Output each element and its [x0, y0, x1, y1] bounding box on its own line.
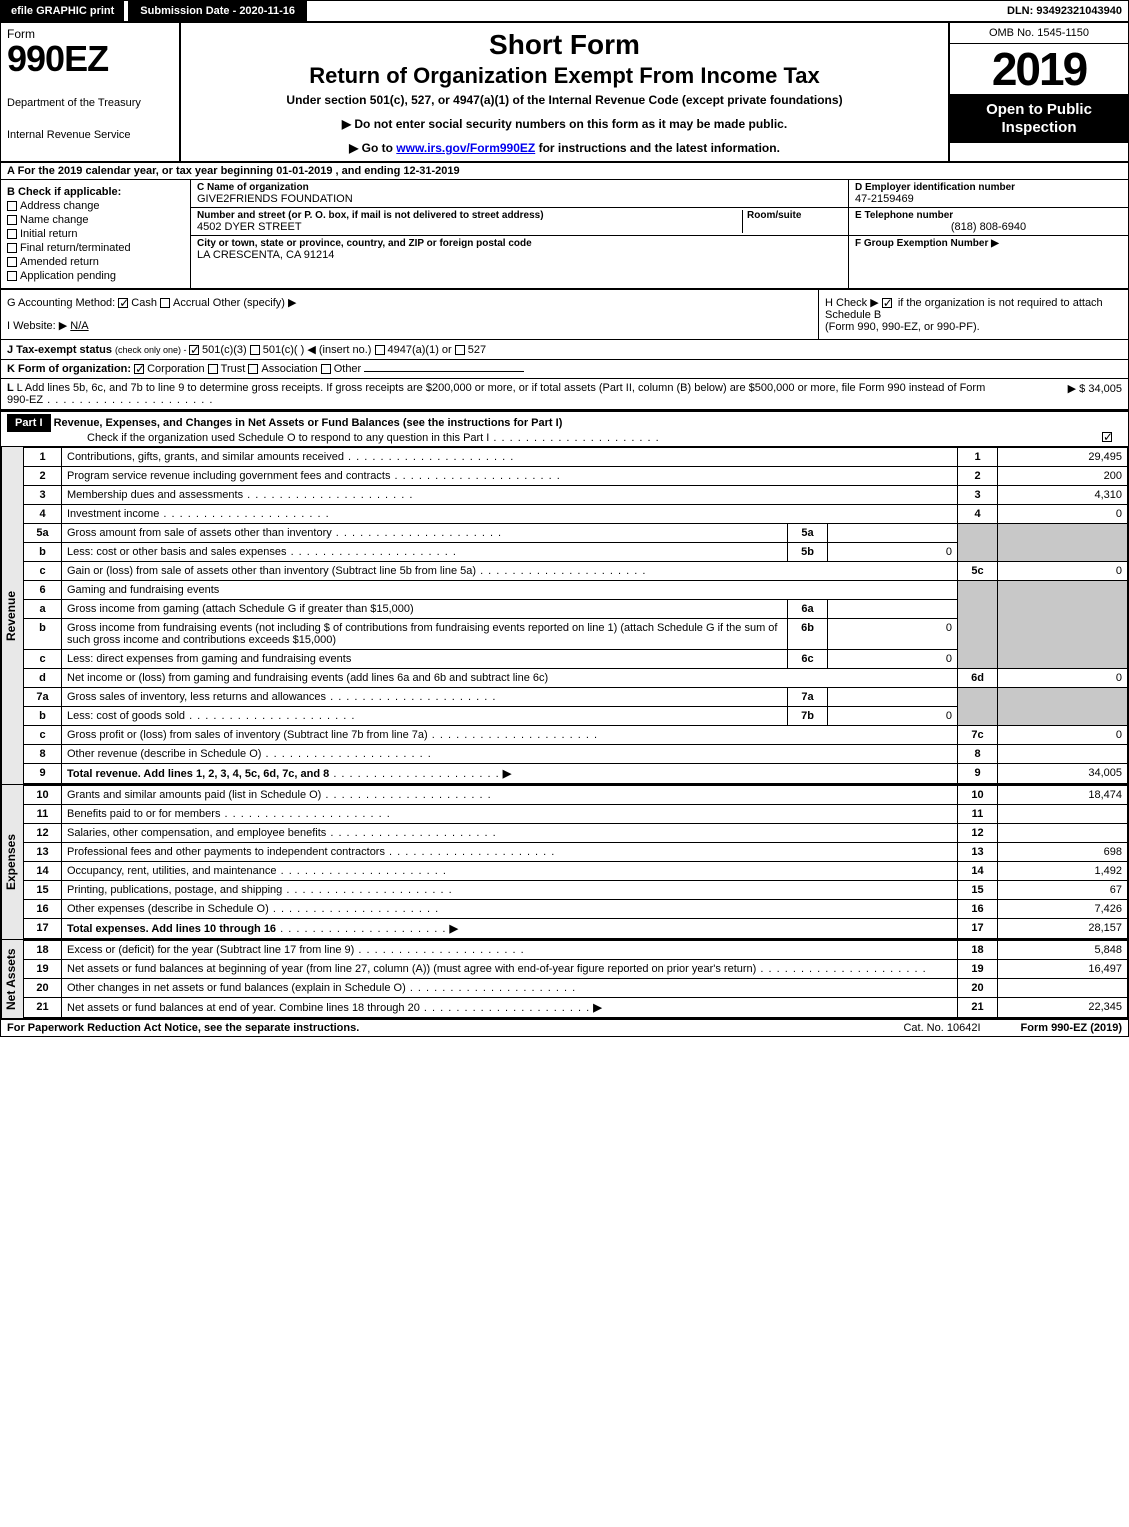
line-20: 20Other changes in net assets or fund ba… — [24, 979, 1128, 998]
checkbox-corp[interactable] — [134, 364, 144, 374]
ein: 47-2159469 — [855, 193, 1122, 205]
checkbox-527[interactable] — [455, 345, 465, 355]
l-row: L L Add lines 5b, 6c, and 7b to line 9 t… — [1, 379, 1128, 410]
line-9: 9Total revenue. Add lines 1, 2, 3, 4, 5c… — [24, 764, 1128, 784]
line-4: 4Investment income40 — [24, 505, 1128, 524]
checkbox-501c[interactable] — [250, 345, 260, 355]
l-amount: ▶ $ 34,005 — [1002, 382, 1122, 406]
part1-title: Revenue, Expenses, and Changes in Net As… — [54, 417, 563, 429]
line-6d: dNet income or (loss) from gaming and fu… — [24, 669, 1128, 688]
checkbox-other-org[interactable] — [321, 364, 331, 374]
checkbox-cash[interactable] — [118, 298, 128, 308]
subtitle: Under section 501(c), 527, or 4947(a)(1)… — [191, 93, 938, 107]
line-1: 1Contributions, gifts, grants, and simil… — [24, 448, 1128, 467]
website: N/A — [70, 320, 88, 332]
ein-label: D Employer identification number — [855, 182, 1122, 193]
footer: For Paperwork Reduction Act Notice, see … — [1, 1020, 1128, 1036]
b-label: B Check if applicable: — [7, 186, 184, 198]
line-6: 6Gaming and fundraising events — [24, 581, 1128, 600]
city: LA CRESCENTA, CA 91214 — [197, 249, 842, 261]
form-header: Form 990EZ Department of the Treasury In… — [1, 23, 1128, 163]
group-exemption-label: F Group Exemption Number ▶ — [855, 238, 1122, 249]
city-label: City or town, state or province, country… — [197, 238, 842, 249]
org-name: GIVE2FRIENDS FOUNDATION — [197, 193, 842, 205]
checkbox-accrual[interactable] — [160, 298, 170, 308]
c-name-label: C Name of organization — [197, 182, 842, 193]
goto-line: ▶ Go to www.irs.gov/Form990EZ for instru… — [191, 141, 938, 155]
irs-link[interactable]: www.irs.gov/Form990EZ — [396, 141, 535, 155]
omb-number: OMB No. 1545-1150 — [950, 23, 1128, 44]
dln: DLN: 93492321043940 — [1007, 5, 1128, 17]
tax-year: 2019 — [950, 44, 1128, 95]
line-10: 10Grants and similar amounts paid (list … — [24, 786, 1128, 805]
identification-block: B Check if applicable: Address change Na… — [1, 180, 1128, 290]
line-2: 2Program service revenue including gover… — [24, 467, 1128, 486]
line-18: 18Excess or (deficit) for the year (Subt… — [24, 941, 1128, 960]
expenses-table: 10Grants and similar amounts paid (list … — [23, 785, 1128, 939]
form-number: 990EZ — [7, 41, 173, 77]
expenses-side-label: Expenses — [1, 785, 23, 939]
dept-treasury: Department of the Treasury — [7, 97, 173, 109]
street: 4502 DYER STREET — [197, 221, 742, 233]
line-19: 19Net assets or fund balances at beginni… — [24, 960, 1128, 979]
netassets-table: 18Excess or (deficit) for the year (Subt… — [23, 940, 1128, 1018]
line-8: 8Other revenue (describe in Schedule O)8 — [24, 745, 1128, 764]
title-return: Return of Organization Exempt From Incom… — [191, 63, 938, 89]
title-short-form: Short Form — [191, 29, 938, 61]
checkbox-pending[interactable] — [7, 271, 17, 281]
line-7a: 7aGross sales of inventory, less returns… — [24, 688, 1128, 707]
tel-label: E Telephone number — [855, 210, 1122, 221]
topbar: efile GRAPHIC print Submission Date - 20… — [1, 1, 1128, 23]
revenue-table: 1Contributions, gifts, grants, and simil… — [23, 447, 1128, 784]
netassets-side-label: Net Assets — [1, 940, 23, 1018]
part1-header: Part I Revenue, Expenses, and Changes in… — [1, 410, 1128, 447]
line-15: 15Printing, publications, postage, and s… — [24, 881, 1128, 900]
checkbox-4947[interactable] — [375, 345, 385, 355]
revenue-side-label: Revenue — [1, 447, 23, 784]
line-11: 11Benefits paid to or for members11 — [24, 805, 1128, 824]
checkbox-schedule-o[interactable] — [1102, 432, 1112, 442]
h-text3: (Form 990, 990-EZ, or 990-PF). — [825, 321, 1122, 333]
j-row: J Tax-exempt status (check only one) - 5… — [1, 340, 1128, 360]
line-14: 14Occupancy, rent, utilities, and mainte… — [24, 862, 1128, 881]
room-label: Room/suite — [747, 210, 842, 221]
dept-irs: Internal Revenue Service — [7, 129, 173, 141]
form-ref: Form 990-EZ (2019) — [1021, 1022, 1122, 1034]
part1-label: Part I — [7, 414, 51, 432]
form-990ez-page: efile GRAPHIC print Submission Date - 20… — [0, 0, 1129, 1037]
line-7c: cGross profit or (loss) from sales of in… — [24, 726, 1128, 745]
h-label: H Check ▶ — [825, 297, 879, 309]
line-16: 16Other expenses (describe in Schedule O… — [24, 900, 1128, 919]
submission-date: Submission Date - 2020-11-16 — [128, 1, 307, 21]
street-label: Number and street (or P. O. box, if mail… — [197, 210, 742, 221]
line-17: 17Total expenses. Add lines 10 through 1… — [24, 919, 1128, 939]
open-to-public: Open to Public Inspection — [950, 95, 1128, 143]
gh-row: G Accounting Method: Cash Accrual Other … — [1, 290, 1128, 340]
paperwork-notice: For Paperwork Reduction Act Notice, see … — [7, 1022, 903, 1034]
checkbox-h[interactable] — [882, 298, 892, 308]
telephone: (818) 808-6940 — [855, 221, 1122, 233]
line-21: 21Net assets or fund balances at end of … — [24, 998, 1128, 1018]
g-label: G Accounting Method: — [7, 297, 115, 309]
checkbox-amended[interactable] — [7, 257, 17, 267]
do-not-enter-ssn: ▶ Do not enter social security numbers o… — [191, 117, 938, 131]
line-3: 3Membership dues and assessments34,310 — [24, 486, 1128, 505]
cat-no: Cat. No. 10642I — [903, 1022, 980, 1034]
checkbox-address-change[interactable] — [7, 201, 17, 211]
line-12: 12Salaries, other compensation, and empl… — [24, 824, 1128, 843]
checkbox-initial-return[interactable] — [7, 229, 17, 239]
line-13: 13Professional fees and other payments t… — [24, 843, 1128, 862]
checkbox-501c3[interactable] — [189, 345, 199, 355]
checkbox-assoc[interactable] — [248, 364, 258, 374]
tax-year-range: A For the 2019 calendar year, or tax yea… — [1, 163, 1128, 180]
checkbox-trust[interactable] — [208, 364, 218, 374]
checkbox-name-change[interactable] — [7, 215, 17, 225]
line-5a: 5aGross amount from sale of assets other… — [24, 524, 1128, 543]
k-row: K Form of organization: Corporation Trus… — [1, 360, 1128, 379]
i-label: I Website: ▶ — [7, 320, 67, 332]
line-5c: cGain or (loss) from sale of assets othe… — [24, 562, 1128, 581]
checkbox-final-return[interactable] — [7, 243, 17, 253]
efile-print-button[interactable]: efile GRAPHIC print — [1, 1, 124, 21]
